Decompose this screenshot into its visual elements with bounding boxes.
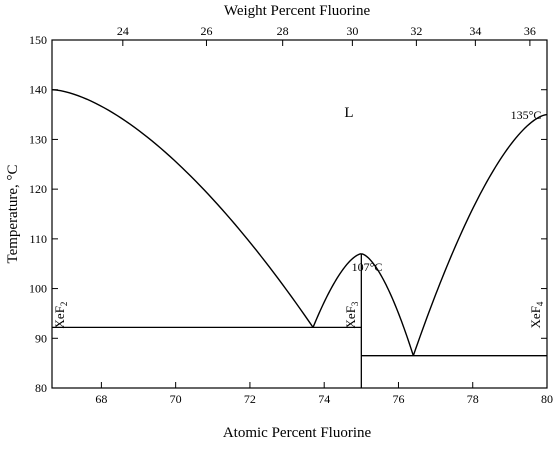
y-tick-label: 120 [29, 182, 47, 196]
top-tick-label: 28 [277, 24, 289, 38]
liquid-phase-label: L [344, 105, 353, 121]
left-axis-ticks: 80 90 100 110 120 130 140 150 [29, 33, 547, 395]
liquidus-xef2 [51, 89, 314, 328]
y-tick-label: 90 [35, 331, 47, 345]
liquidus-xef3-right [361, 253, 414, 356]
top-axis-ticks: 24 26 28 30 32 34 36 [117, 24, 536, 46]
xef4-melting-label: 135°C [511, 108, 542, 122]
liquidus-xef3-left [312, 253, 362, 328]
liquidus-xef4 [412, 113, 548, 356]
y-tick-label: 130 [29, 132, 47, 146]
left-axis-title: Temperature, °C [5, 164, 21, 263]
phase-boundaries [51, 89, 548, 388]
plot-frame [51, 39, 548, 389]
top-tick-label: 30 [346, 24, 358, 38]
y-tick-label: 100 [29, 282, 47, 296]
x-tick-label: 68 [95, 392, 107, 406]
y-tick-label: 80 [35, 381, 47, 395]
top-tick-label: 24 [117, 24, 129, 38]
bottom-axis-ticks: 68 70 72 74 76 78 80 [95, 382, 553, 406]
compound-label-xef4: XeF4 [528, 301, 545, 328]
x-tick-label: 72 [244, 392, 256, 406]
x-tick-label: 74 [318, 392, 330, 406]
y-tick-label: 150 [29, 33, 47, 47]
top-tick-label: 36 [524, 24, 536, 38]
y-tick-label: 140 [29, 83, 47, 97]
congruent-melting-label: 107°C [352, 260, 383, 274]
y-tick-label: 110 [29, 232, 47, 246]
top-tick-label: 26 [200, 24, 212, 38]
top-tick-label: 34 [469, 24, 481, 38]
x-tick-label: 80 [541, 392, 553, 406]
compound-label-xef3: XeF3 [343, 301, 360, 328]
top-tick-label: 32 [410, 24, 422, 38]
x-tick-label: 76 [392, 392, 404, 406]
top-axis-title: Weight Percent Fluorine [224, 3, 371, 19]
x-tick-label: 78 [467, 392, 479, 406]
bottom-axis-title: Atomic Percent Fluorine [223, 425, 372, 441]
compound-label-xef2: XeF2 [52, 302, 69, 329]
plot-area: 80 90 100 110 120 130 140 150 68 70 72 74 76 78 80 24… [29, 24, 553, 406]
x-tick-label: 70 [170, 392, 182, 406]
